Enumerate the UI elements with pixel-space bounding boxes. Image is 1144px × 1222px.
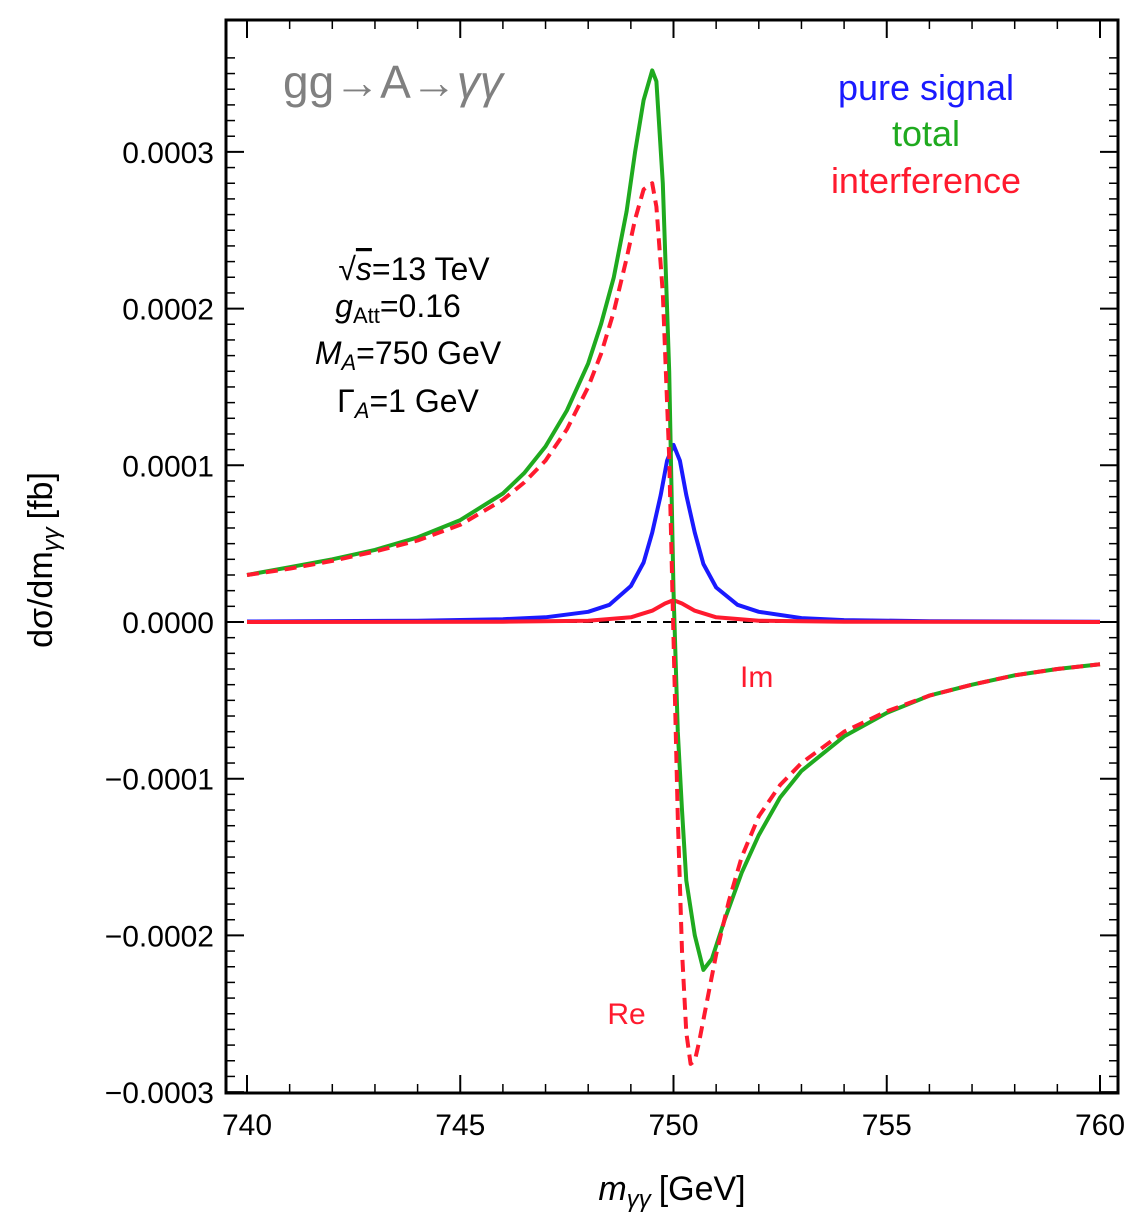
series-pure-signal bbox=[246, 442, 1101, 624]
series-total bbox=[246, 68, 1101, 972]
y-tick-label: −0.0001 bbox=[105, 764, 214, 797]
info-energy: √s=13 TeV bbox=[338, 251, 490, 287]
y-tick-label: −0.0002 bbox=[105, 920, 214, 953]
x-tick-label: 755 bbox=[862, 1109, 912, 1142]
legend-interference: interference bbox=[831, 160, 1021, 201]
x-tick-label: 760 bbox=[1075, 1109, 1125, 1142]
info-width: ΓA=1 GeV bbox=[337, 383, 479, 423]
tick-marks bbox=[226, 20, 1118, 1094]
y-tick-label: 0.0001 bbox=[122, 450, 214, 483]
y-tick-label: 0.0003 bbox=[122, 137, 214, 170]
tick-labels: 740 745 750 755 760 −0.0003 −0.0002 −0.0001 0.00… bbox=[105, 137, 1125, 1142]
legend-pure-signal: pure signal bbox=[838, 67, 1014, 108]
x-axis-title: mγγ [GeV] bbox=[598, 1170, 745, 1213]
x-tick-label: 745 bbox=[435, 1109, 485, 1142]
annotation-im: Im bbox=[740, 661, 773, 694]
series-interference-re bbox=[246, 181, 1101, 1066]
info-mass: MA=750 GeV bbox=[315, 335, 502, 375]
process-title: gg→A→γγ bbox=[283, 56, 506, 108]
series-lines bbox=[246, 68, 1101, 1066]
y-tick-label: 0.0000 bbox=[122, 607, 214, 640]
info-coupling: gAtt=0.16 bbox=[335, 288, 461, 328]
legend-total: total bbox=[892, 113, 960, 154]
x-tick-label: 740 bbox=[222, 1109, 272, 1142]
y-tick-label: 0.0002 bbox=[122, 294, 214, 327]
y-tick-label: −0.0003 bbox=[105, 1077, 214, 1110]
x-tick-label: 750 bbox=[648, 1109, 698, 1142]
annotation-re: Re bbox=[607, 998, 645, 1031]
y-axis-title: dσ/dmγγ[fb] bbox=[22, 472, 65, 648]
plot-frame bbox=[224, 18, 1120, 1095]
